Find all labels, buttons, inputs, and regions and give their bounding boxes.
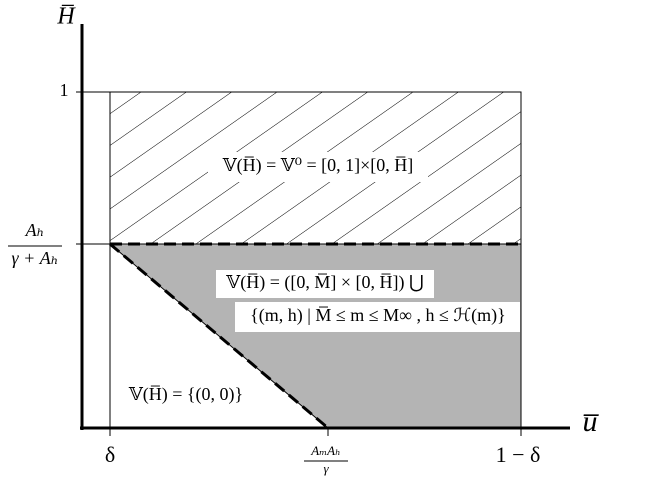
x-axis-label: u̅: [583, 405, 600, 438]
x-tick-label: δ: [105, 442, 115, 467]
label-background: [235, 302, 520, 332]
y-tick-denominator: γ + Aₕ: [11, 248, 58, 268]
label-background: [216, 270, 434, 298]
region-label: 𝕍(H̅) = ([0, M̅] × [0, H̅]) ⋃: [225, 272, 424, 293]
y-axis-label: H̅: [56, 4, 76, 30]
region-label: 𝕍(H̅) = {(0, 0)}: [128, 384, 243, 405]
label-background: [208, 152, 428, 182]
x-tick-denominator: γ: [323, 461, 329, 476]
region-label: 𝕍(H̅) = 𝕍⁰ = [0, 1]×[0, H̅]: [222, 155, 414, 176]
y-tick-label: 1: [60, 80, 69, 100]
x-tick-label: 1 − δ: [496, 442, 541, 467]
y-tick-numerator: Aₕ: [25, 220, 45, 240]
x-tick-numerator: AₘAₕ: [310, 443, 340, 458]
dashed-diagonal: [109, 242, 329, 430]
region-label: {(m, h) | M̅ ≤ m ≤ M∞ , h ≤ ℋ(m)}: [250, 305, 506, 326]
